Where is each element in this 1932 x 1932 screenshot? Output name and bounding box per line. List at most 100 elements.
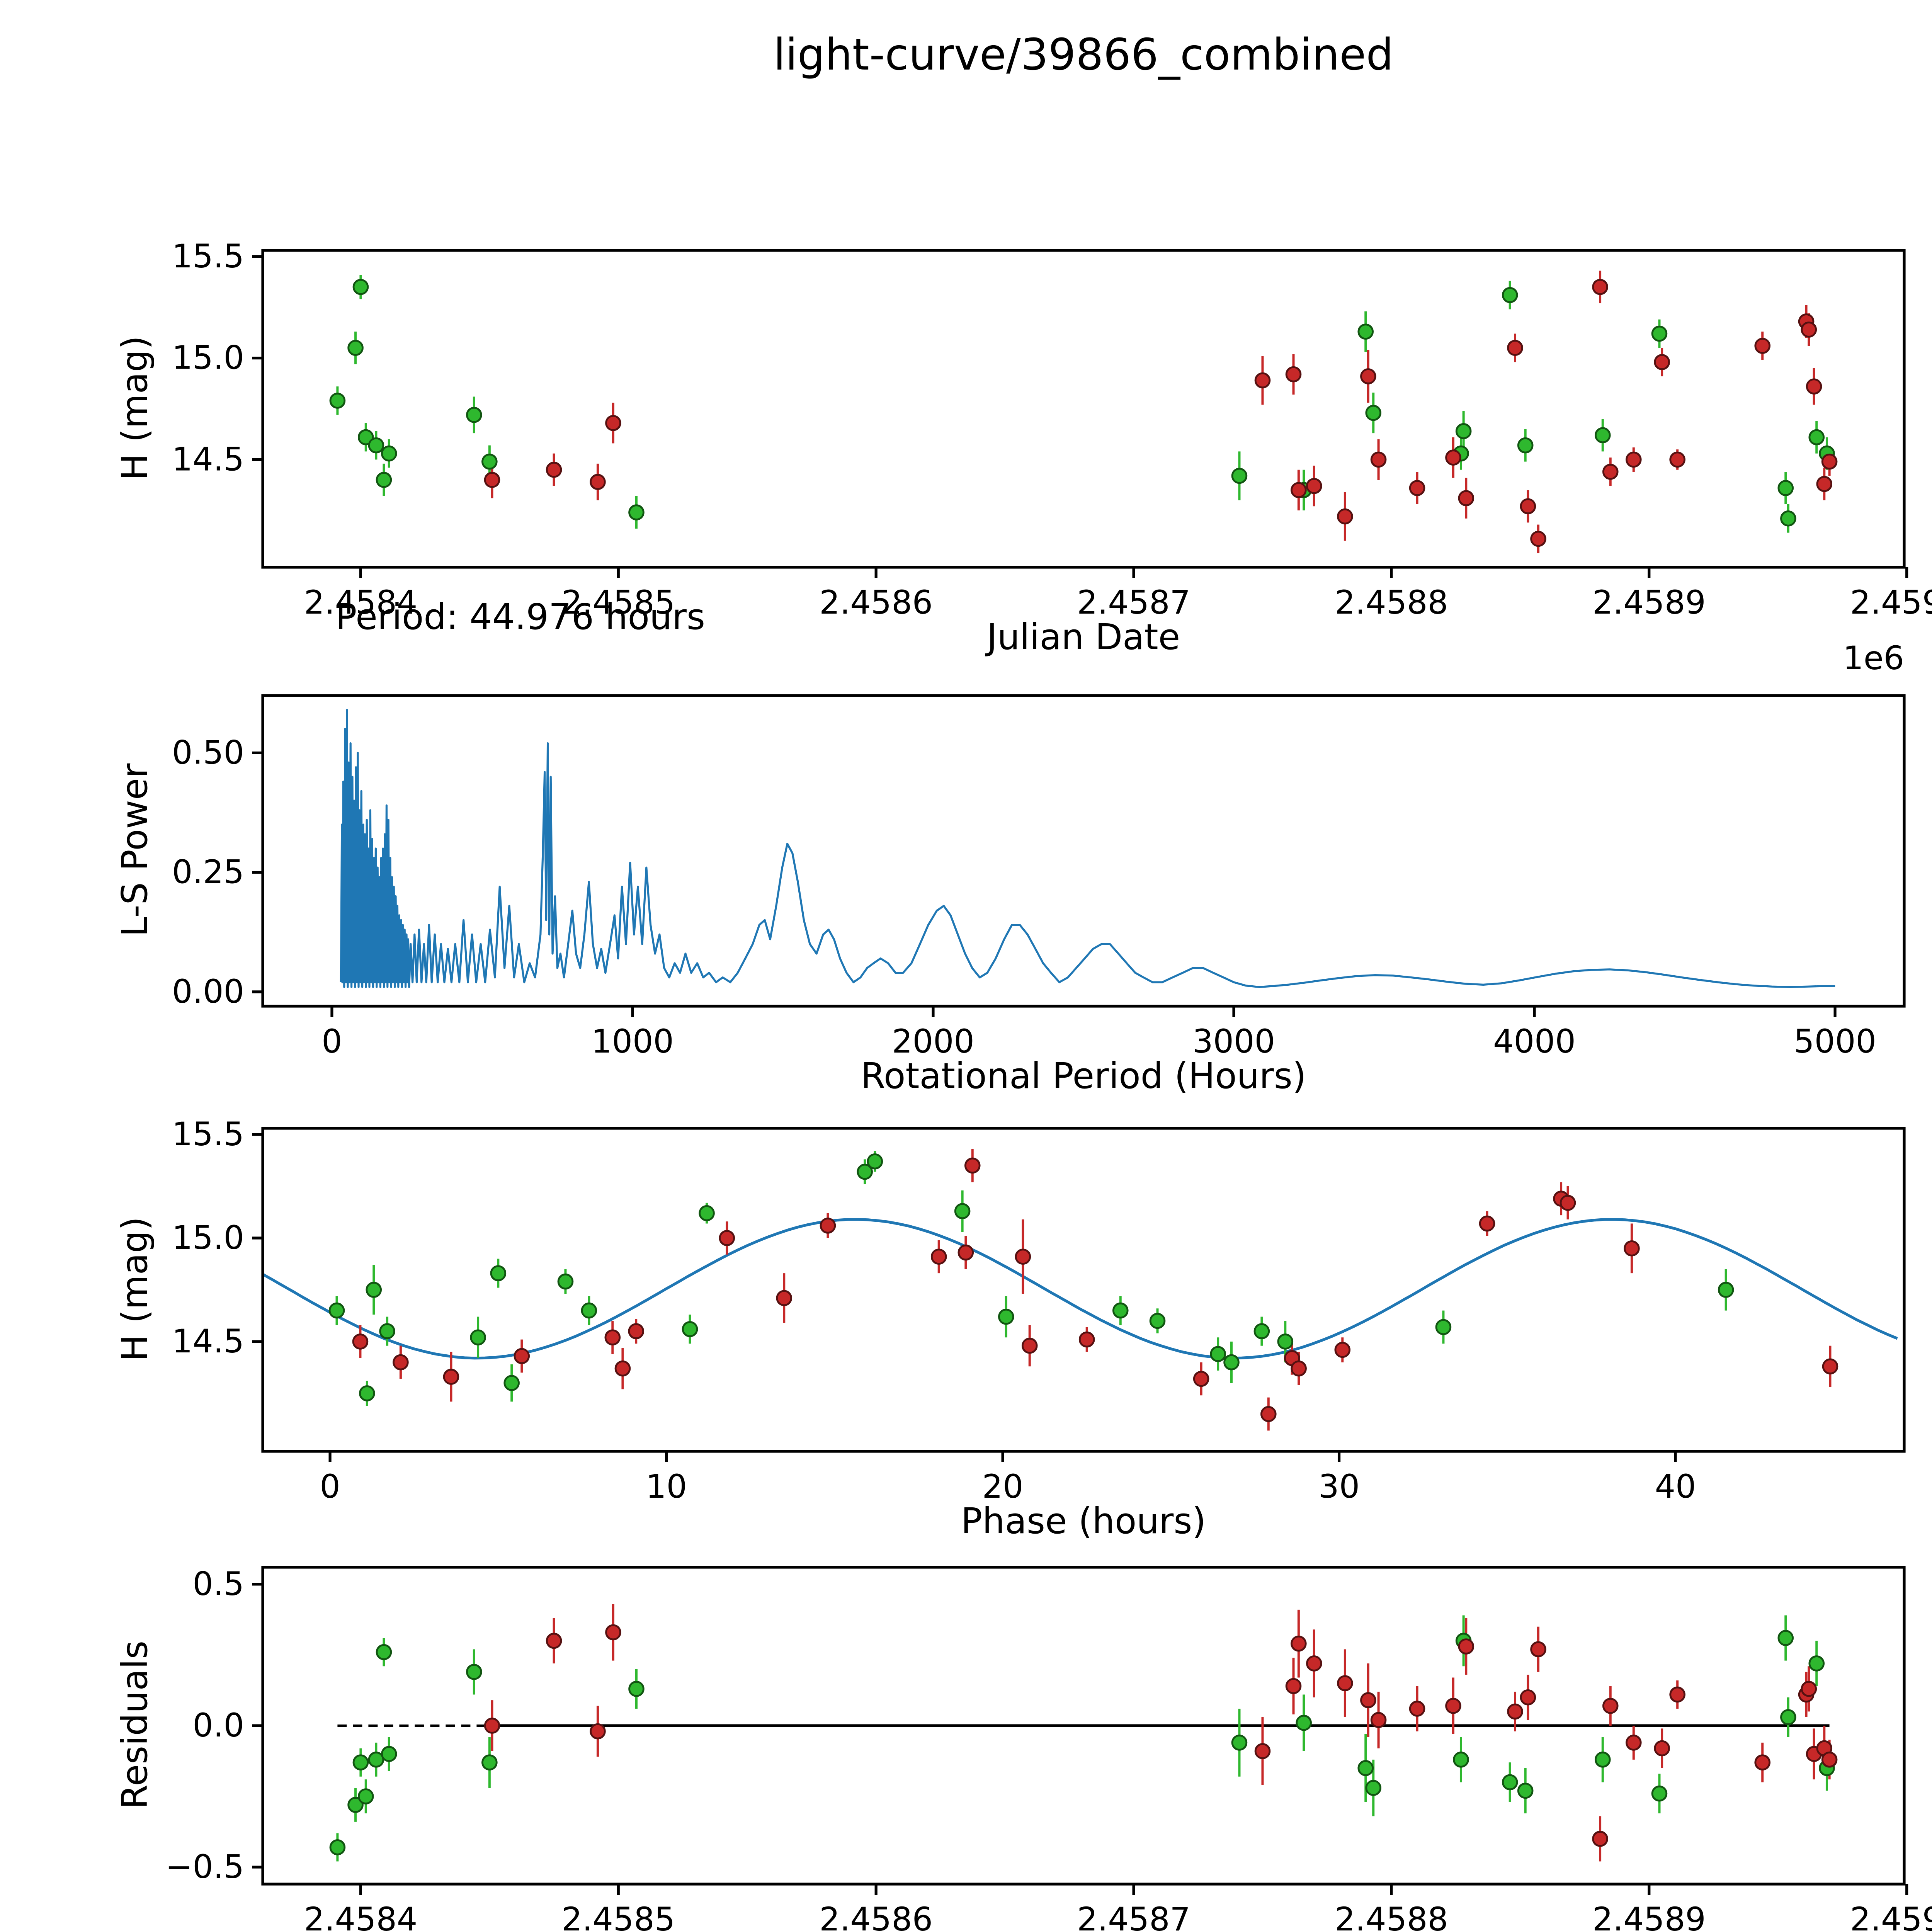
data-point-red — [1816, 476, 1833, 492]
data-point-red — [628, 1323, 645, 1339]
y-tick-label: 0.00 — [172, 973, 244, 1010]
data-point-green — [347, 340, 364, 356]
data-point-red — [1592, 1831, 1608, 1847]
data-point-green — [1651, 325, 1668, 342]
axes-frame — [261, 694, 1906, 1008]
data-point-red — [1445, 449, 1461, 466]
x-tick-label: 3000 — [1192, 1022, 1275, 1060]
data-point-red — [546, 461, 562, 478]
data-point-green — [1365, 1780, 1382, 1796]
data-point-red — [1821, 1752, 1838, 1768]
x-axis-label-rotational-period: Rotational Period (Hours) — [861, 1055, 1306, 1097]
data-point-green — [347, 1797, 364, 1813]
data-point-red — [604, 1329, 621, 1346]
data-point-red — [1445, 1697, 1461, 1714]
data-point-green — [368, 1752, 384, 1768]
x-tick-label: 2.4588 — [1335, 583, 1448, 621]
data-point-green — [1808, 1655, 1825, 1672]
y-tick-label: 14.5 — [172, 440, 244, 478]
data-point-green — [857, 1163, 873, 1180]
data-point-red — [1507, 1703, 1523, 1720]
y-tick-label: 0.5 — [192, 1565, 244, 1603]
y-tick-label: 15.0 — [172, 1219, 244, 1257]
y-tick-label: 0.25 — [172, 853, 244, 891]
x-tick-label: 20 — [982, 1468, 1024, 1505]
data-point-green — [1253, 1323, 1270, 1339]
data-point-green — [1777, 1630, 1794, 1646]
data-point-red — [590, 1723, 606, 1740]
x-tick-label: 2.4586 — [819, 1900, 933, 1932]
y-axis-label-residuals: Residuals — [114, 1641, 155, 1809]
subplot-lightcurve-jd: 2.4584 2.4585 2.4586 2.4587 2.4588 2.4589 2.45… — [172, 237, 1932, 621]
data-point-red — [1592, 279, 1608, 295]
data-point-red — [1520, 1689, 1536, 1706]
data-point-red — [930, 1248, 947, 1265]
data-point-green — [557, 1273, 574, 1290]
data-point-red — [1285, 366, 1302, 383]
data-point-green — [1517, 437, 1534, 454]
data-point-red — [719, 1230, 735, 1246]
data-point-red — [1254, 372, 1271, 389]
x-tick-label: 0 — [320, 1468, 340, 1505]
data-point-red — [1801, 321, 1817, 338]
y-tick-label: 15.5 — [172, 1115, 244, 1153]
data-point-red — [957, 1244, 974, 1261]
data-point-red — [1360, 1692, 1376, 1708]
data-point-green — [954, 1203, 971, 1219]
data-point-red — [1291, 1360, 1307, 1377]
data-point-green — [1149, 1313, 1166, 1329]
x-tick-label: 2.4590 — [1850, 1900, 1932, 1932]
data-point-red — [1507, 340, 1523, 356]
y-axis-label-hmag-phase: H (mag) — [114, 1217, 155, 1362]
data-point-red — [1625, 451, 1642, 468]
data-point-green — [381, 1746, 397, 1762]
data-point-red — [1409, 480, 1425, 496]
data-point-red — [1306, 478, 1322, 494]
y-tick-label: 0.50 — [172, 733, 244, 771]
x-axis-offset-top: 1e6 — [1843, 639, 1904, 677]
data-point-green — [1210, 1346, 1226, 1362]
data-point-red — [614, 1360, 631, 1377]
data-point-red — [546, 1633, 562, 1649]
x-tick-label: 2.4584 — [304, 1900, 417, 1932]
data-point-red — [1821, 453, 1838, 470]
data-point-green — [466, 406, 482, 423]
data-point-red — [514, 1348, 530, 1364]
x-axis-label-phase: Phase (hours) — [961, 1500, 1206, 1542]
figure-title: light-curve/39866_combined — [774, 30, 1394, 80]
data-point-red — [1291, 1635, 1307, 1652]
period-annotation: Period: 44.976 hours — [335, 596, 705, 638]
data-point-green — [376, 472, 392, 488]
data-point-red — [1801, 1681, 1817, 1697]
data-point-red — [820, 1218, 836, 1234]
data-point-red — [1254, 1743, 1271, 1759]
data-point-red — [1078, 1331, 1095, 1348]
data-point-green — [1296, 1714, 1312, 1731]
data-point-green — [1651, 1785, 1668, 1802]
data-point-green — [1357, 1760, 1374, 1776]
data-point-green — [628, 1681, 645, 1697]
data-point-green — [581, 1302, 597, 1319]
x-tick-label: 0 — [321, 1022, 342, 1060]
x-tick-label: 30 — [1318, 1468, 1360, 1505]
data-point-red — [1015, 1248, 1031, 1265]
data-point-red — [776, 1290, 793, 1306]
data-point-green — [329, 393, 346, 409]
data-point-green — [352, 279, 369, 295]
data-point-red — [443, 1369, 459, 1385]
x-tick-label: 40 — [1655, 1468, 1696, 1505]
subplot-residuals: 2.4584 2.4585 2.4586 2.4587 2.4588 2.4589 2.45… — [165, 1565, 1932, 1932]
data-point-red — [1530, 531, 1546, 547]
data-point-red — [1306, 1655, 1322, 1672]
data-point-green — [376, 1644, 392, 1660]
data-point-green — [470, 1329, 486, 1346]
fit-curve — [262, 1218, 1898, 1360]
data-point-red — [1260, 1406, 1277, 1422]
data-point-green — [381, 445, 397, 462]
data-point-green — [1357, 323, 1374, 340]
data-point-red — [1530, 1641, 1546, 1658]
data-point-red — [352, 1333, 369, 1350]
data-point-red — [1754, 338, 1771, 354]
data-point-red — [484, 1718, 500, 1734]
